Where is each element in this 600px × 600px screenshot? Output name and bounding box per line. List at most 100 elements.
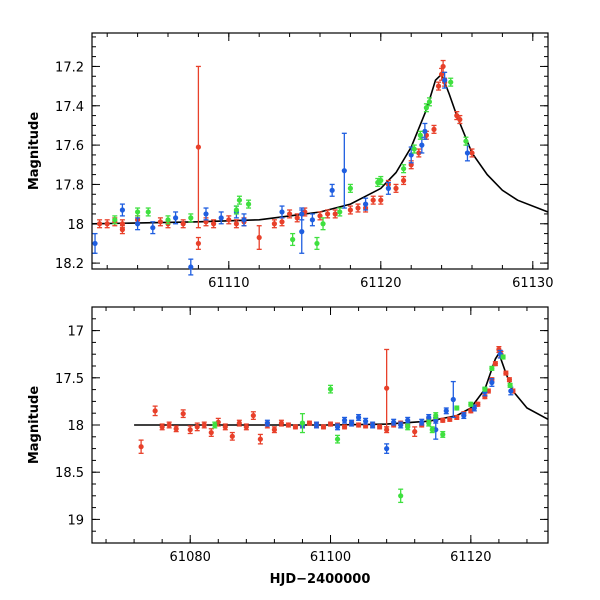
point-marker [363,418,369,424]
x-tick-label: 61120 [360,276,401,291]
point-marker [195,240,201,247]
red-data-point [468,408,474,414]
blue-data-point [241,213,247,227]
x-tick-label: 61130 [512,276,553,291]
point-marker [229,433,235,439]
blue-data-point [92,232,98,254]
point-marker [405,417,411,423]
blue-data-point [173,211,179,225]
point-marker [194,424,200,430]
point-marker [355,422,362,428]
blue-data-point [370,421,376,429]
blue-data-point [391,418,397,426]
point-marker [506,377,513,383]
point-marker [408,162,414,168]
green-data-point [433,412,439,420]
point-marker [135,209,141,215]
red-data-point [236,419,242,427]
point-marker [469,150,475,156]
red-data-point [211,219,217,229]
point-marker [188,215,194,221]
point-marker [222,424,228,430]
green-data-point [468,401,474,407]
blue-data-point [422,122,428,140]
point-marker [320,424,327,430]
point-marker [412,429,418,435]
y-tick-label: 17.2 [55,60,84,75]
point-marker [320,221,326,227]
point-marker [119,221,125,227]
point-marker [393,185,399,191]
blue-data-point [203,207,209,221]
red-data-point [294,213,300,223]
green-data-point [426,419,432,427]
y-tick-label: 19 [67,513,84,528]
point-marker [363,201,369,207]
red-data-point [287,209,293,219]
point-marker [503,370,509,376]
point-marker [492,361,498,367]
green-data-point [135,207,141,217]
point-marker [188,264,194,270]
point-marker [157,219,163,225]
point-marker [159,424,165,430]
y-tick-label: 17.5 [55,372,84,387]
blue-data-point [489,378,495,387]
blue-data-point [442,71,448,89]
point-marker [433,412,439,419]
green-data-point [334,434,341,444]
green-data-point [233,205,239,215]
point-marker [313,422,320,428]
point-marker [416,150,422,156]
point-marker [429,427,435,433]
green-data-point [314,236,320,250]
point-marker [408,152,414,158]
red-data-point [138,439,144,454]
point-marker [309,217,315,223]
point-marker [215,419,221,425]
point-marker [285,422,292,428]
red-data-point [317,211,323,221]
point-marker [377,424,383,430]
red-data-point [180,409,186,419]
red-data-point [454,414,460,421]
point-marker [405,424,411,430]
red-data-point [341,424,348,430]
red-data-point [243,423,249,431]
point-marker [385,185,391,191]
red-data-point [195,65,201,229]
point-marker [507,382,513,388]
point-marker [187,427,193,433]
green-data-point [188,213,194,223]
blue-data-point [461,412,467,420]
point-marker [426,99,433,105]
point-marker [341,417,348,423]
point-marker [347,207,353,213]
point-marker [278,420,285,426]
red-data-point [226,215,232,225]
point-marker [442,77,448,83]
point-marker [166,422,172,428]
blue-data-point [119,203,125,217]
point-marker [401,177,407,184]
point-marker [135,221,141,227]
y-tick-label: 17.4 [55,100,84,115]
y-tick-label: 18 [67,419,84,434]
point-marker [391,419,397,425]
point-marker [327,421,334,427]
point-marker [226,217,232,223]
red-data-point [320,424,327,430]
point-marker [212,422,218,428]
y-tick-label: 17.6 [55,139,84,154]
point-marker [256,234,262,241]
red-data-point [401,175,407,186]
red-data-point [195,236,201,250]
point-marker [180,411,186,417]
point-marker [348,420,355,426]
point-marker [482,386,488,392]
blue-data-point [150,221,156,235]
green-data-point [500,354,506,360]
red-data-point [180,219,186,229]
point-marker [334,436,341,442]
blue-data-point [355,413,362,421]
